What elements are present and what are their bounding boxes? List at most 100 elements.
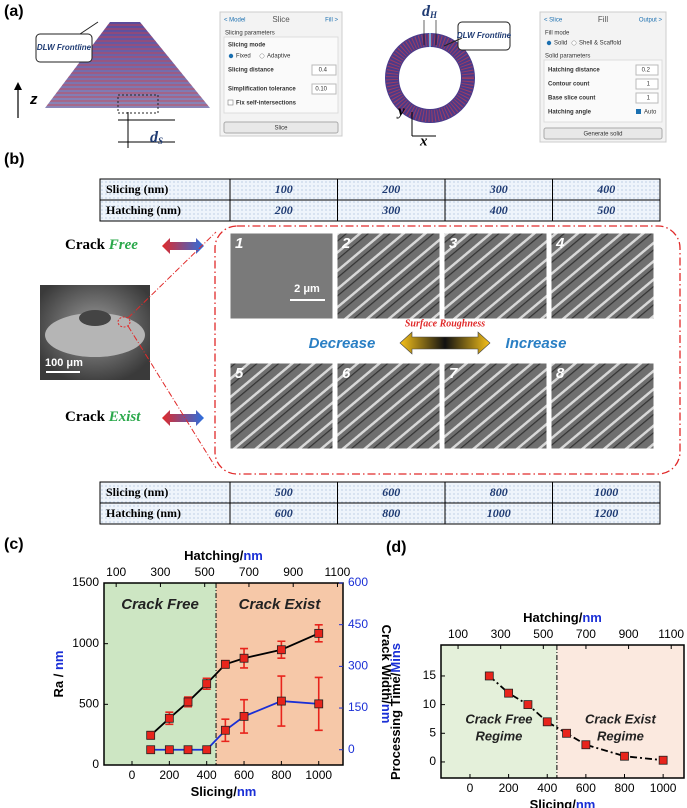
x2-tick-label: 300	[491, 627, 511, 641]
axis-title-text: Hatching/	[184, 548, 244, 563]
marker	[146, 745, 156, 755]
marker	[146, 730, 156, 740]
radio[interactable]	[546, 40, 552, 46]
radio[interactable]	[571, 40, 577, 46]
input[interactable]	[635, 92, 659, 104]
checkbox[interactable]	[227, 99, 234, 106]
tile-number: 7	[449, 365, 458, 382]
region	[216, 583, 343, 765]
y2-tick-label: 300	[348, 659, 368, 673]
radio-label: Fixed	[236, 54, 251, 60]
y-tick-label: 0	[92, 757, 99, 771]
x2-tick-label: 700	[576, 627, 596, 641]
button[interactable]	[543, 127, 663, 140]
double-arrow	[162, 238, 204, 254]
axis-title-text: Ra /	[51, 670, 66, 697]
marker	[220, 659, 230, 669]
x-tick-label: 1000	[650, 781, 677, 795]
y2-tick-label: 150	[348, 700, 368, 714]
radio[interactable]	[259, 53, 265, 59]
roughness-arrow	[399, 331, 491, 355]
input-value: 0.4	[319, 68, 328, 74]
y-tick-label: 15	[423, 668, 437, 682]
x-tick-label: 200	[159, 768, 179, 782]
marker	[239, 711, 249, 721]
dim-label: dS	[150, 129, 163, 146]
nav-next[interactable]: Output >	[639, 18, 663, 24]
tile-number: 4	[555, 235, 565, 252]
input[interactable]	[635, 78, 659, 90]
group-title: Slicing parameters	[225, 31, 275, 37]
panel-title: Fill	[598, 15, 608, 24]
table-header: Hatching (nm)	[106, 506, 181, 520]
detail-box	[117, 94, 159, 114]
sem-top	[79, 310, 111, 326]
input-value: 0.10	[315, 87, 327, 93]
input[interactable]	[635, 64, 659, 76]
y2-tick-label: 600	[348, 575, 368, 589]
arrow-head	[14, 82, 22, 90]
marker	[484, 671, 494, 681]
tiles: 1 2 3 4 5 6 7 8 2 μm	[229, 232, 655, 450]
field-label: Slicing distance	[228, 68, 274, 74]
input[interactable]	[311, 83, 337, 95]
radio[interactable]	[228, 53, 234, 59]
axis-title-text: Crack Width/	[379, 625, 394, 705]
tile-number: 8	[556, 365, 565, 382]
y-tick-label: 5	[429, 725, 436, 739]
dim-main: d	[422, 3, 431, 20]
checkbox-label: Auto	[644, 110, 657, 116]
marker	[658, 755, 668, 765]
table-value: 300	[489, 182, 508, 196]
axis-title-text: Slicing/	[530, 797, 577, 808]
nav-next[interactable]: Fill >	[325, 18, 338, 24]
table-value: 500	[275, 485, 293, 499]
nav-back[interactable]: < Slice	[544, 18, 563, 24]
region-label: Crack Exist	[585, 711, 656, 726]
marker	[562, 728, 571, 738]
marker	[523, 700, 533, 710]
marker	[202, 679, 212, 689]
checkbox[interactable]	[636, 109, 641, 114]
x2-tick-label: 300	[150, 565, 170, 579]
sem-tile	[550, 232, 655, 320]
axis-title: Hatching/nm	[523, 610, 602, 625]
x-tick-label: 600	[576, 781, 596, 795]
marker	[581, 740, 591, 750]
region-label: Regime	[597, 728, 644, 743]
table-header: Slicing (nm)	[106, 485, 168, 499]
axis-title-text: Slicing/	[191, 784, 238, 799]
callout-text: DLW Frontline	[37, 43, 92, 52]
marker	[504, 688, 514, 698]
region-label: Crack Free	[465, 711, 532, 726]
crack-word: Crack	[65, 237, 106, 253]
double-arrow	[162, 410, 204, 426]
marker	[314, 628, 324, 638]
field-label: Hatching distance	[548, 68, 600, 74]
region	[441, 645, 557, 778]
nav-back[interactable]: < Model	[224, 18, 246, 24]
marker	[220, 725, 230, 735]
marker	[314, 699, 324, 709]
x2-tick-label: 900	[283, 565, 303, 579]
input[interactable]	[311, 64, 337, 76]
input-value: 1	[647, 82, 651, 88]
axis-title-text: Processing Time/	[388, 672, 403, 780]
table-header: Hatching (nm)	[106, 203, 181, 217]
series-line	[488, 675, 664, 762]
x-tick-label: 600	[234, 768, 254, 782]
x2-tick-label: 700	[239, 565, 259, 579]
radio-label: Shell & Scaffold	[579, 41, 621, 47]
input-value: 1	[647, 96, 651, 102]
x-tick-label: 400	[537, 781, 557, 795]
group-title: Solid parameters	[545, 54, 590, 60]
zoom-line	[127, 325, 217, 469]
table-value: 500	[597, 203, 615, 217]
button[interactable]	[223, 121, 339, 134]
axis-label: y	[396, 103, 405, 119]
axis-title: Hatching/nm	[184, 548, 263, 563]
field-label: Base slice count	[548, 96, 595, 102]
y-tick-label: 1000	[72, 636, 99, 650]
